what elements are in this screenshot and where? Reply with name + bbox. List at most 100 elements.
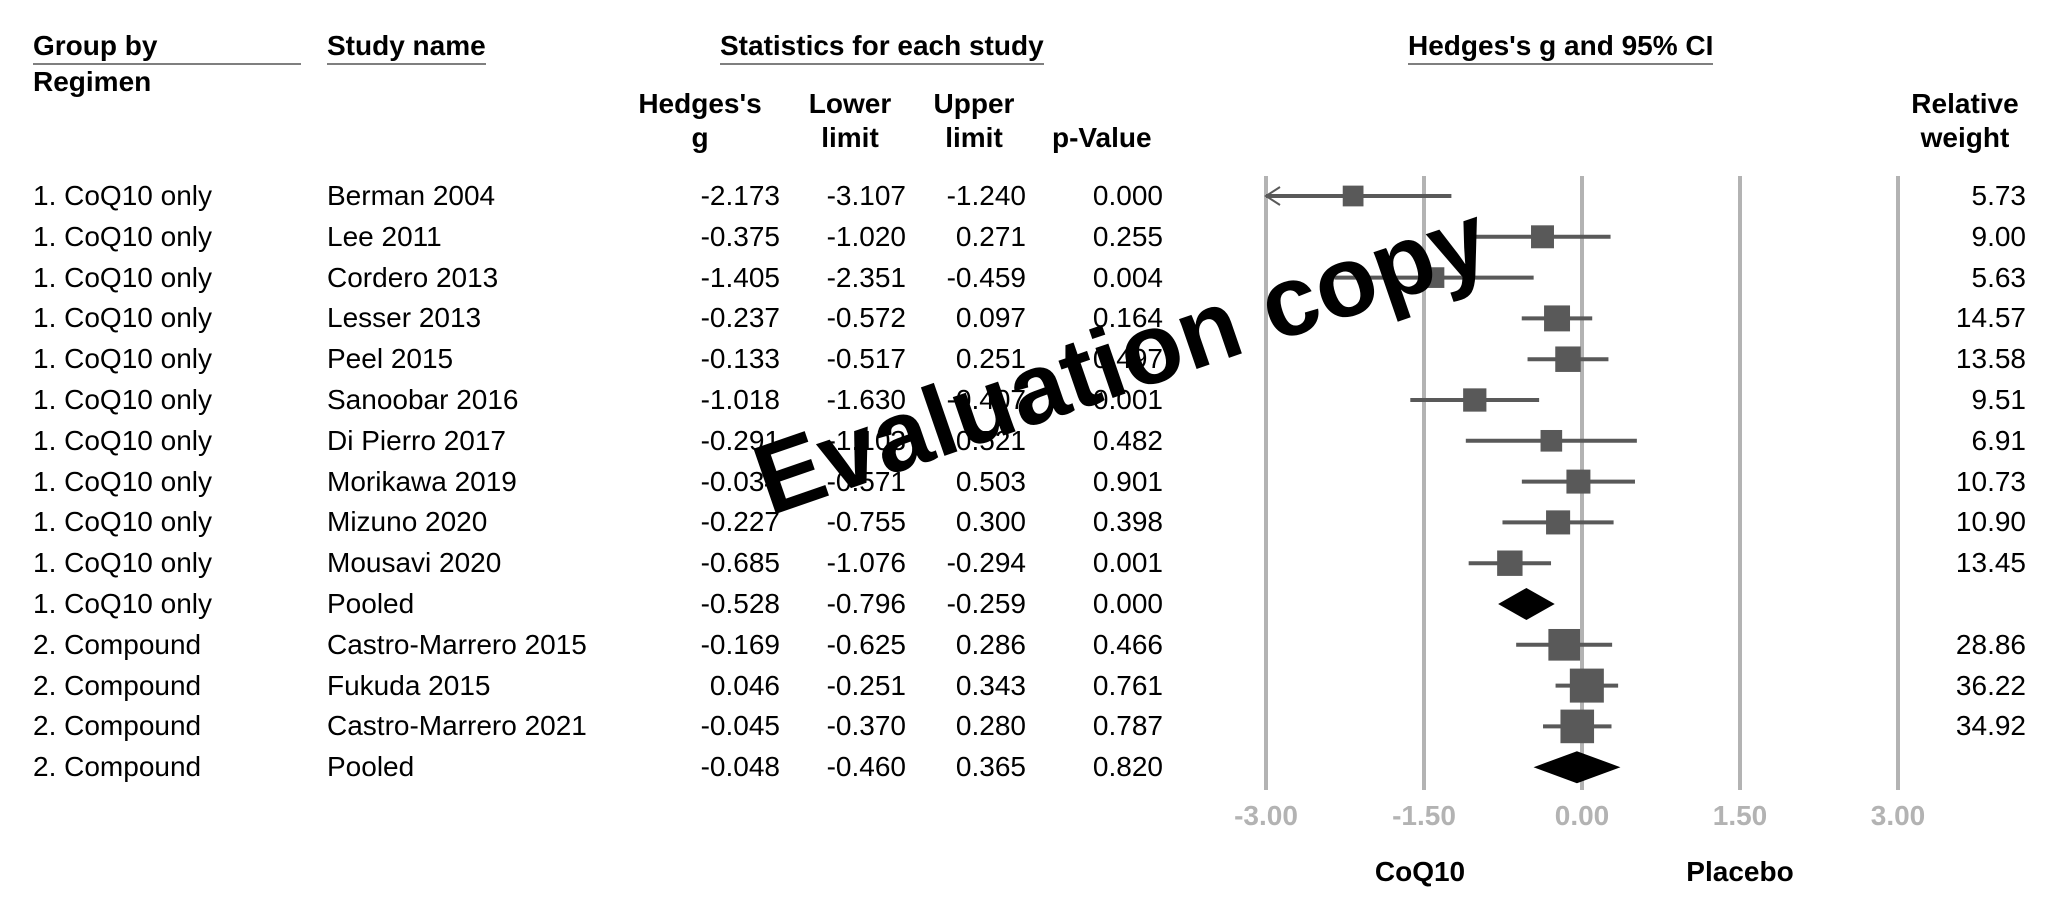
study-name-cell: Sanoobar 2016	[327, 384, 519, 415]
relative-weight-cell: 34.92	[1955, 710, 2026, 742]
upper-limit-cell: 0.286	[955, 628, 1026, 660]
group-cell: 1. CoQ10 only	[33, 343, 212, 375]
hedges-g-cell: -1.018	[700, 384, 780, 415]
group-cell: 1. CoQ10 only	[33, 302, 212, 334]
upper-limit-cell: -0.294	[946, 547, 1026, 579]
hedges-g-cell: -0.291	[700, 424, 780, 456]
lower-limit-cell: -1.076	[826, 547, 906, 579]
relative-weight-cell: 28.86	[1955, 628, 2026, 660]
relative-weight-cell: 9.00	[1971, 220, 2027, 252]
effect-size-marker	[1555, 346, 1581, 372]
truncation-arrow	[1264, 186, 1281, 206]
lower-limit-header-line2: limit	[821, 122, 879, 153]
upper-limit-cell: 0.521	[955, 424, 1026, 456]
group-cell: 2. Compound	[33, 669, 202, 701]
group-cell: 1. CoQ10 only	[33, 261, 212, 293]
study-name-cell: Lee 2011	[327, 220, 442, 252]
study-name-cell: Berman 2004	[327, 180, 496, 211]
hedges-g-cell: -2.173	[700, 180, 780, 211]
study-name-cell: Pooled	[327, 751, 415, 783]
effect-size-marker	[1548, 628, 1581, 661]
relative-weight-cell: 36.22	[1955, 669, 2026, 701]
upper-limit-header-line2: limit	[945, 122, 1003, 153]
hedges-g-cell: -0.237	[700, 302, 780, 334]
lower-limit-cell: -1.103	[826, 424, 906, 456]
relative-weight-header-line1: Relative	[1911, 88, 2019, 119]
lower-limit-header-line1: Lower	[808, 88, 892, 119]
upper-limit-cell: 0.280	[955, 710, 1026, 742]
p-value-cell: 0.398	[1092, 506, 1163, 538]
right-direction-label: Placebo	[1686, 856, 1794, 887]
p-value-cell: 0.000	[1092, 588, 1163, 619]
relative-weight-cell: 10.90	[1955, 506, 2026, 538]
p-value-cell: 0.761	[1092, 669, 1163, 701]
lower-limit-cell: -3.107	[826, 180, 906, 211]
study-name-cell: Di Pierro 2017	[327, 424, 506, 456]
study-name-cell: Castro-Marrero 2021	[327, 710, 587, 742]
group-cell: 1. CoQ10 only	[33, 547, 212, 579]
lower-limit-cell: -0.370	[826, 710, 906, 742]
relative-weight-cell: 6.91	[1971, 424, 2027, 456]
relative-weight-cell: 5.63	[1971, 261, 2027, 293]
hedges-g-header-line2: g	[691, 122, 709, 153]
lower-limit-cell: -2.351	[826, 261, 906, 293]
group-cell: 2. Compound	[33, 710, 202, 742]
effect-size-marker	[1569, 668, 1604, 703]
effect-size-marker	[1566, 469, 1591, 494]
hedges-g-cell: -0.048	[700, 751, 780, 783]
upper-limit-cell: -1.240	[946, 180, 1026, 211]
lower-limit-cell: -0.251	[826, 669, 906, 701]
upper-limit-cell: 0.503	[955, 465, 1026, 497]
effect-size-marker	[1342, 185, 1364, 207]
lower-limit-cell: -1.020	[826, 220, 906, 252]
lower-limit-cell: -0.517	[826, 343, 906, 375]
group-cell: 2. Compound	[33, 628, 202, 660]
p-value-cell: 0.482	[1092, 424, 1163, 456]
p-value-cell: 0.164	[1092, 302, 1163, 334]
lower-limit-cell: -0.571	[826, 465, 906, 497]
study-name-cell: Castro-Marrero 2015	[327, 628, 587, 660]
effect-size-marker	[1463, 388, 1487, 412]
lower-limit-cell: -0.625	[826, 628, 906, 660]
p-value-header: p-Value	[1052, 122, 1152, 153]
study-name-cell: Morikawa 2019	[327, 465, 517, 497]
x-tick-label: 1.50	[1713, 800, 1768, 831]
hedges-g-cell: -0.133	[700, 343, 780, 375]
effect-size-marker	[1544, 305, 1571, 332]
group-cell: 1. CoQ10 only	[33, 220, 212, 252]
hedges-g-cell: 0.046	[709, 669, 780, 701]
hedges-g-cell: -0.375	[700, 220, 780, 252]
p-value-cell: 0.497	[1092, 343, 1163, 375]
study-name-cell: Pooled	[327, 588, 415, 619]
relative-weight-cell: 5.73	[1971, 180, 2027, 211]
x-tick-label: 3.00	[1871, 800, 1926, 831]
plot-title: Hedges's g and 95% CI	[1408, 30, 1714, 65]
lower-limit-cell: -0.572	[826, 302, 906, 334]
upper-limit-cell: -0.259	[946, 588, 1026, 619]
x-tick-label: -1.50	[1392, 800, 1456, 831]
p-value-cell: 0.466	[1092, 628, 1163, 660]
hedges-g-cell: -0.227	[700, 506, 780, 538]
effect-size-marker	[1546, 510, 1571, 535]
upper-limit-cell: 0.251	[955, 343, 1026, 375]
pooled-diamond	[1533, 751, 1621, 784]
effect-size-marker	[1560, 709, 1595, 744]
study-name-cell: Mousavi 2020	[327, 547, 502, 579]
statistics-header: Statistics for each study	[720, 30, 1044, 65]
lower-limit-cell: -0.755	[826, 506, 906, 538]
lower-limit-cell: -0.796	[826, 588, 906, 619]
upper-limit-cell: 0.343	[955, 669, 1026, 701]
p-value-cell: 0.000	[1092, 180, 1163, 211]
group-cell: 1. CoQ10 only	[33, 180, 212, 211]
hedges-g-cell: -0.045	[700, 710, 780, 742]
group-cell: 2. Compound	[33, 751, 202, 783]
relative-weight-cell: 13.58	[1955, 343, 2026, 375]
relative-weight-header-line2: weight	[1920, 122, 2010, 153]
study-name-cell: Fukuda 2015	[327, 669, 491, 701]
upper-limit-header-line1: Upper	[933, 88, 1015, 119]
effect-size-marker	[1540, 429, 1563, 452]
study-name-cell: Cordero 2013	[327, 261, 499, 293]
effect-size-marker	[1423, 267, 1445, 288]
upper-limit-cell: 0.097	[955, 302, 1026, 334]
upper-limit-cell: -0.407	[946, 384, 1026, 415]
